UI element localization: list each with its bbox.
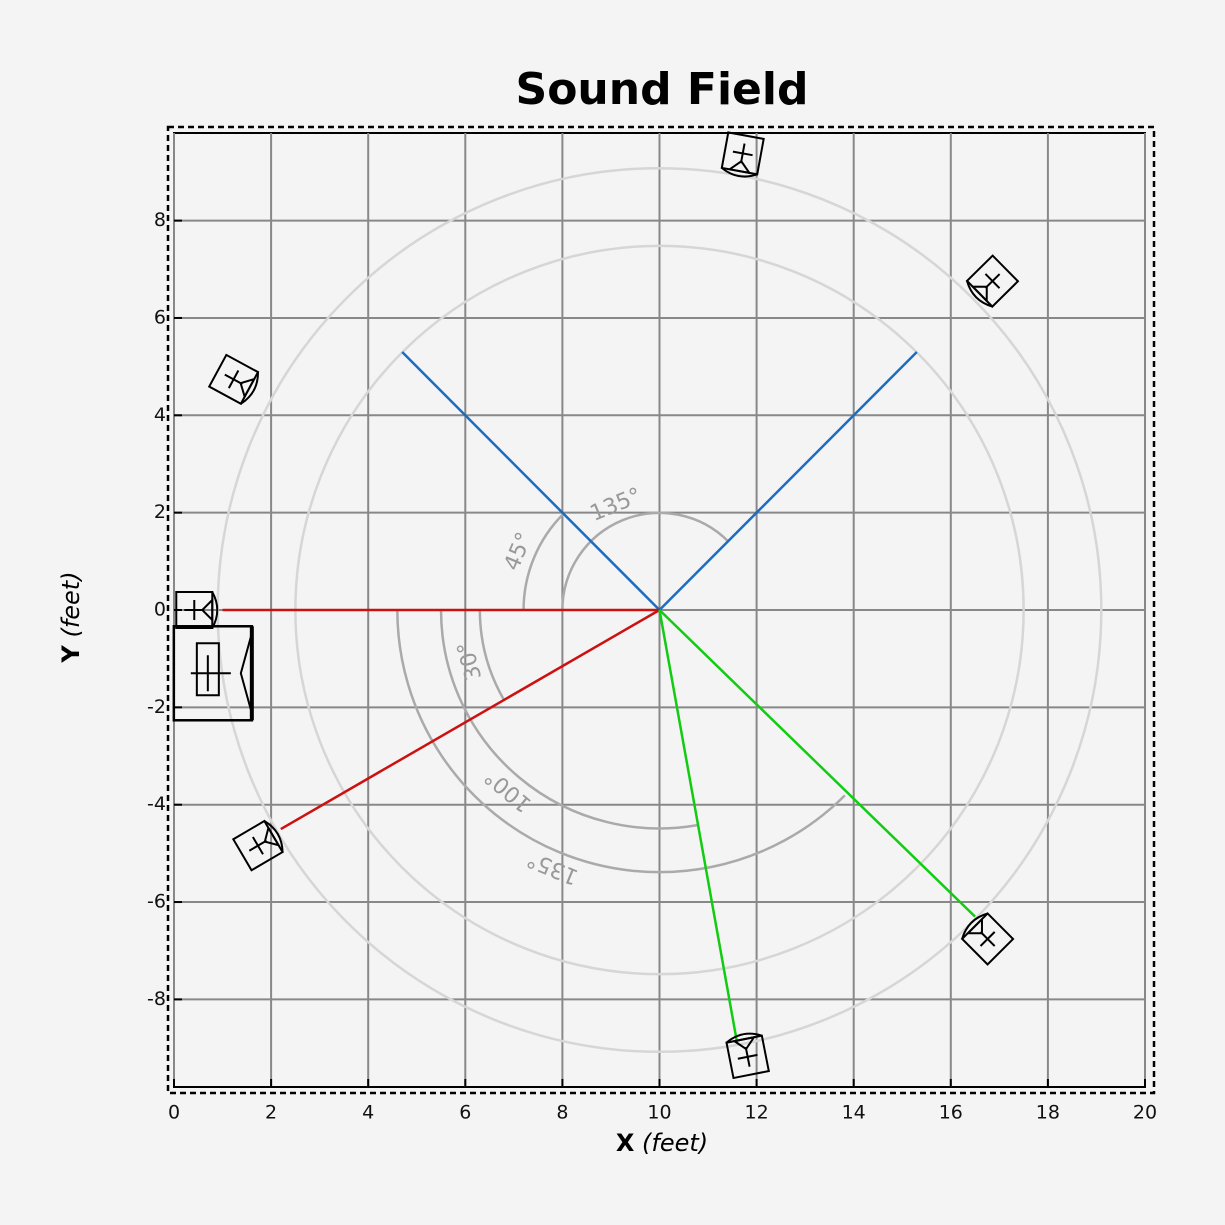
ray — [658, 351, 918, 611]
ray — [658, 609, 976, 918]
y-tick-label: 6 — [154, 306, 166, 328]
speaker — [960, 912, 1015, 966]
x-tick-label: 10 — [647, 1102, 671, 1124]
x-tick-label: 12 — [745, 1102, 769, 1124]
speaker-cross — [248, 836, 268, 855]
y-label: Y — [57, 645, 85, 664]
y-tick-label: 0 — [154, 599, 166, 621]
subwoofer-cone — [190, 633, 253, 714]
speaker-cone — [966, 280, 993, 308]
y-tick-label: -6 — [147, 891, 166, 913]
x-tick-label: 18 — [1036, 1102, 1060, 1124]
speaker — [231, 819, 284, 872]
x-tick-label: 8 — [556, 1102, 568, 1124]
speaker-cone — [200, 591, 219, 629]
speaker-cross — [984, 273, 1001, 289]
angle-arc — [439, 609, 698, 830]
x-label-unit: (feet) — [642, 1129, 708, 1157]
frame — [166, 125, 1156, 1095]
speaker — [965, 254, 1020, 308]
x-label: X — [616, 1129, 635, 1157]
subwoofer — [172, 625, 254, 722]
y-tick-label: 8 — [154, 209, 166, 231]
angle-arc — [478, 609, 506, 701]
speaker-cone — [263, 820, 284, 853]
x-tick-label: 16 — [939, 1102, 963, 1124]
speaker — [720, 131, 765, 178]
speaker-cone — [239, 372, 259, 405]
speaker — [725, 1032, 770, 1080]
y-tick-label: 4 — [154, 404, 166, 426]
speaker-cross — [732, 143, 753, 164]
y-axis-label: Y (feet) — [57, 571, 85, 663]
speaker-cone — [721, 159, 758, 178]
angle-arc — [396, 609, 846, 874]
speaker — [175, 591, 219, 629]
x-tick-label: 14 — [842, 1102, 866, 1124]
speaker-cross — [979, 931, 996, 947]
speaker-cone — [725, 1032, 763, 1051]
x-tick-label: 4 — [362, 1102, 374, 1124]
arc-label: 135° — [524, 846, 583, 889]
y-tick-label: 2 — [154, 501, 166, 523]
speaker-cross — [737, 1046, 758, 1067]
x-axis-label: X (feet) — [616, 1129, 708, 1157]
y-tick-label: -8 — [147, 988, 166, 1010]
arc-label: 135° — [587, 483, 646, 526]
speaker-cross — [184, 600, 205, 620]
ray — [658, 609, 739, 1044]
ray — [280, 608, 661, 831]
x-tick-label: 2 — [265, 1102, 277, 1124]
x-tick-label: 0 — [168, 1102, 180, 1124]
arc-label: 45° — [500, 529, 538, 575]
y-tick-label: -2 — [147, 696, 166, 718]
x-tick-label: 6 — [459, 1102, 471, 1124]
angle-arc — [561, 511, 730, 611]
y-label-unit: (feet) — [57, 571, 85, 637]
speaker-cross — [224, 370, 243, 389]
speaker — [207, 353, 260, 406]
x-tick-label: 20 — [1133, 1102, 1157, 1124]
ray — [401, 351, 661, 611]
angle-arc — [522, 512, 565, 611]
y-tick-label: -4 — [147, 793, 166, 815]
speaker-cone — [961, 912, 988, 940]
chart-title: Sound Field — [516, 64, 809, 115]
